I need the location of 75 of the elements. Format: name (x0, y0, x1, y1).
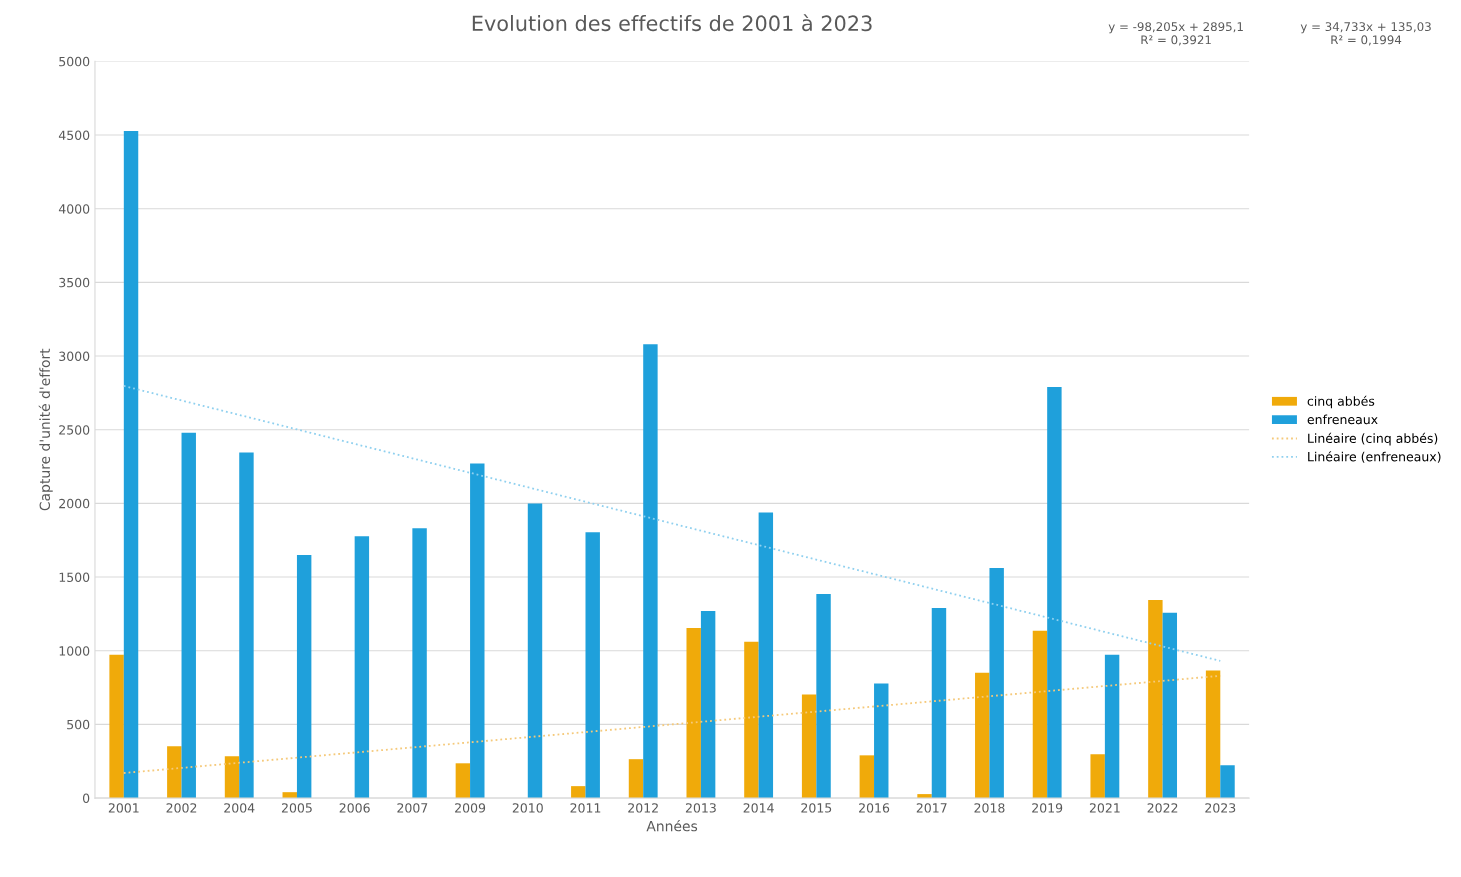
legend-label: Linéaire (enfreneaux) (1308, 451, 1441, 463)
y-tick-label: 500 (67, 719, 90, 730)
bar (123, 131, 139, 799)
x-tick-label: 2015 (801, 803, 832, 813)
bar (801, 694, 817, 799)
legend-label: cinq abbés (1307, 395, 1375, 409)
y-axis-title: Capture d'unité d'effort (38, 348, 53, 511)
x-tick-label: 2009 (455, 803, 486, 813)
x-tick-label: 2016 (859, 803, 890, 813)
x-tick-label: 2011 (570, 803, 601, 813)
bar (527, 503, 543, 799)
x-tick-label: 2019 (1032, 803, 1063, 813)
text: y = -98,205x + 2895,1 R² = 0,3921 (1108, 22, 1243, 46)
y-tick-label: 2000 (59, 498, 90, 509)
x-tick-label: 2005 (281, 803, 312, 813)
x-tick-label: 2010 (512, 803, 543, 813)
bar (1104, 654, 1120, 799)
bar (109, 654, 124, 799)
bar (167, 746, 182, 799)
x-tick-label: 2017 (916, 803, 947, 813)
bar (1162, 612, 1178, 799)
bar (989, 568, 1004, 799)
y-tick-label: 5000 (59, 56, 90, 67)
x-tick-label: 2002 (166, 803, 197, 813)
x-tick-label: 2013 (685, 803, 716, 813)
y-tick-label: 2500 (59, 425, 90, 435)
bar (1047, 387, 1062, 799)
text: y = 34,733x + 135,03 R² = 0,1994 (1300, 22, 1431, 46)
bar (931, 608, 947, 799)
bar (686, 627, 701, 799)
x-tick-label: 2021 (1089, 803, 1120, 813)
bar (181, 432, 196, 799)
x-tick-label: 2018 (974, 803, 1005, 813)
bar (1090, 754, 1105, 799)
bar (744, 641, 759, 799)
y-tick-label: 1500 (59, 572, 90, 582)
bar (700, 610, 716, 799)
y-tick-label: 0 (82, 793, 90, 803)
bar (354, 536, 370, 799)
bar (296, 555, 312, 799)
bar (643, 344, 658, 799)
legend-label: Linéaire (cinq abbés) (1308, 432, 1438, 446)
y-tick-label: 3500 (59, 277, 90, 288)
x-tick-label: 2007 (397, 803, 428, 813)
x-tick-label: 2014 (743, 803, 774, 813)
bar (455, 763, 471, 799)
bar (224, 756, 240, 799)
bar (571, 786, 586, 799)
y-tick-label: 3000 (59, 351, 90, 361)
y-tick-label: 1000 (59, 646, 90, 656)
bar (239, 452, 254, 799)
bar (1032, 630, 1048, 799)
bar (412, 528, 427, 799)
bar (816, 594, 831, 799)
bar (585, 532, 600, 799)
bar (975, 672, 990, 799)
x-axis-title: Années (646, 820, 698, 832)
bar (859, 755, 875, 799)
x-tick-label: 2023 (1205, 803, 1236, 813)
bar (1220, 765, 1235, 799)
bar (470, 463, 485, 799)
bar (628, 759, 644, 799)
x-tick-label: 2012 (628, 803, 658, 813)
bar (874, 683, 889, 799)
x-tick-label: 2001 (108, 803, 139, 813)
bar (758, 512, 774, 799)
y-tick-label: 4500 (58, 130, 90, 140)
bar (1205, 670, 1221, 799)
chart-title: Evolution des effectifs de 2001 à 2023 (472, 14, 872, 32)
bar (1148, 599, 1163, 799)
y-tick-label: 4000 (58, 204, 90, 214)
legend-label: enfreneaux (1307, 414, 1378, 425)
x-tick-label: 2022 (1147, 803, 1178, 813)
x-tick-label: 2006 (339, 803, 370, 813)
x-tick-label: 2004 (224, 803, 255, 813)
